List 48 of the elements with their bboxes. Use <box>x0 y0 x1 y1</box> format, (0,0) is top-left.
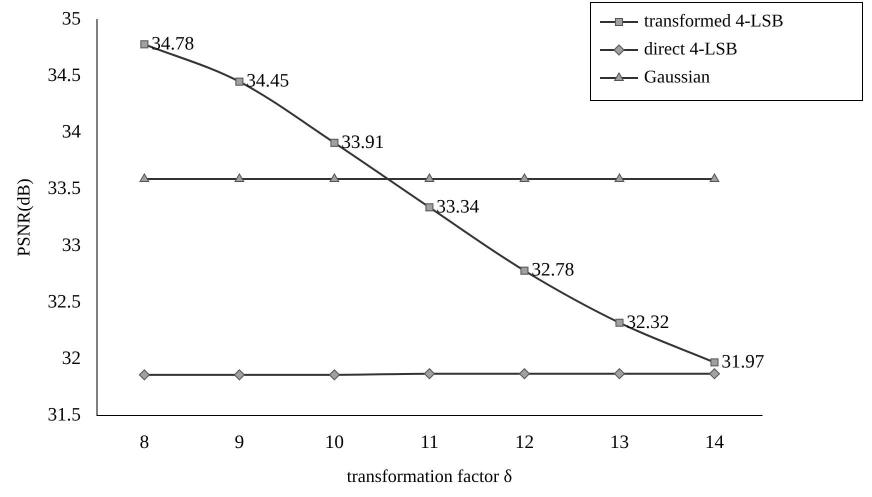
point <box>708 368 720 380</box>
point <box>330 174 340 182</box>
x-tick-label: 11 <box>420 432 439 453</box>
point <box>424 174 434 182</box>
point <box>138 369 150 380</box>
legend-label: Gaussian <box>644 66 710 87</box>
x-tick-label: 10 <box>324 432 344 453</box>
y-tick-label: 33.5 <box>48 178 81 200</box>
x-tick-label: 12 <box>514 432 534 453</box>
point <box>520 174 530 182</box>
y-tick-label: 31.5 <box>48 404 81 426</box>
point <box>424 368 435 380</box>
point <box>140 174 150 182</box>
point <box>235 78 244 86</box>
data-label: 33.34 <box>436 196 480 218</box>
point <box>330 138 338 147</box>
point <box>518 368 530 380</box>
point <box>234 369 245 380</box>
point <box>234 174 244 182</box>
point <box>614 174 624 182</box>
point <box>425 203 434 212</box>
y-tick-label: 34 <box>62 122 82 143</box>
legend-label: transformed 4-LSB <box>644 10 784 31</box>
y-tick-label: 34.5 <box>48 64 81 86</box>
y-tick-label: 32.5 <box>48 291 81 312</box>
y-tick-label: 35 <box>62 8 81 30</box>
x-tick-label: 13 <box>610 432 629 453</box>
point <box>615 318 624 327</box>
x-tick-label: 8 <box>140 432 150 453</box>
data-label: 34.45 <box>246 70 290 92</box>
y-tick-label: 32 <box>62 348 81 369</box>
data-label: 33.91 <box>341 132 384 153</box>
legend-label: direct 4-LSB <box>644 38 738 59</box>
point <box>328 369 340 380</box>
y-tick-label: 33 <box>62 234 81 256</box>
point <box>710 358 719 366</box>
y-axis-title: PSNR(dB) <box>14 178 34 257</box>
data-label: 32.32 <box>626 312 670 333</box>
point <box>520 266 528 275</box>
x-tick-label: 14 <box>704 432 724 453</box>
data-label: 34.78 <box>151 33 194 54</box>
x-tick-label: 9 <box>234 432 244 453</box>
point <box>614 368 625 380</box>
data-label: 32.78 <box>531 260 574 281</box>
point <box>140 40 148 48</box>
data-label: 31.97 <box>721 351 764 372</box>
x-axis-title: transformation factor δ <box>346 466 512 486</box>
point <box>710 174 720 182</box>
